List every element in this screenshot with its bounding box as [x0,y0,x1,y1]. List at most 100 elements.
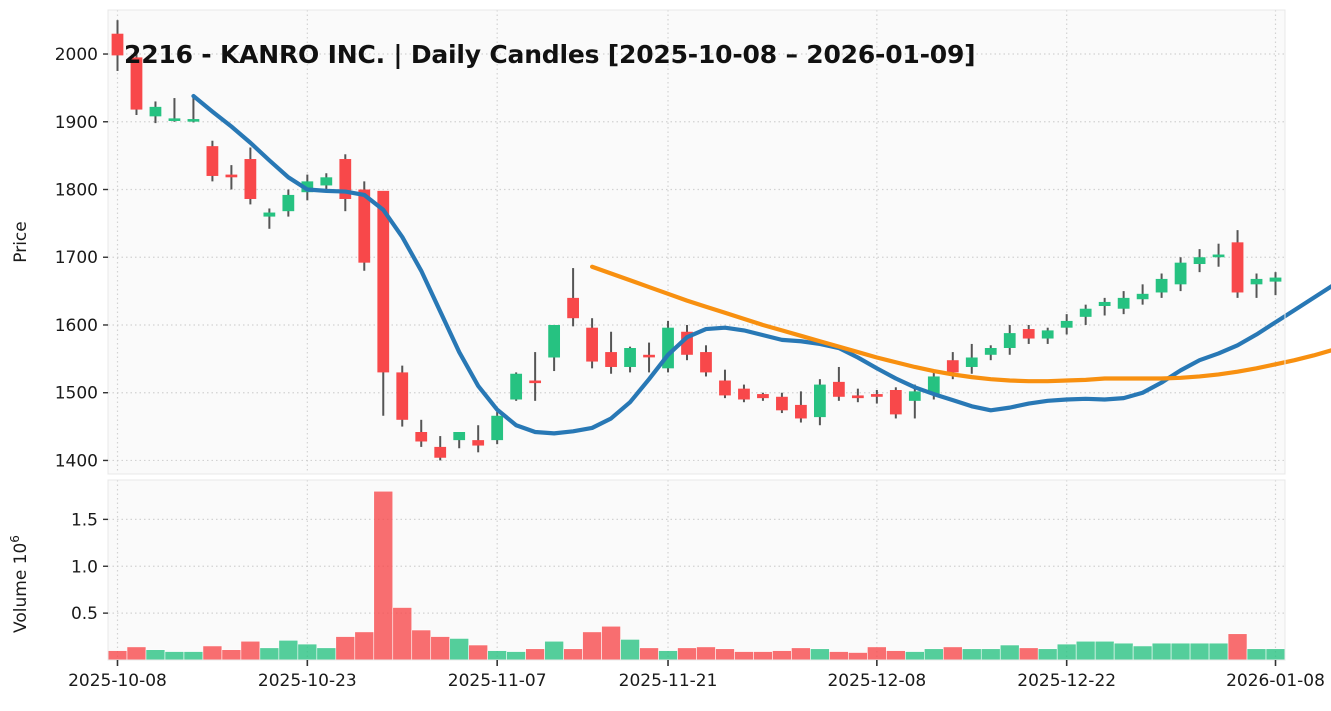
candle-body[interactable] [130,57,143,110]
candle-body[interactable] [719,380,731,396]
volume-bar[interactable] [999,644,1020,661]
volume-bar[interactable] [1151,642,1172,661]
volume-bar[interactable] [961,648,982,661]
volume-bar[interactable] [202,645,223,661]
volume-bar[interactable] [164,651,185,661]
candle-body[interactable] [301,181,314,193]
volume-bar[interactable] [601,625,621,661]
volume-bar[interactable] [335,636,356,661]
volume-bar[interactable] [259,647,280,661]
candle-body[interactable] [453,432,466,441]
candle-body[interactable] [662,327,674,369]
candle-body[interactable] [225,174,238,178]
volume-bar[interactable] [886,650,906,661]
volume-bar[interactable] [829,651,849,661]
candle-body[interactable] [965,357,978,367]
volume-bar[interactable] [1056,643,1077,661]
candle-body[interactable] [510,373,523,400]
candle-body[interactable] [320,177,333,186]
candle-body[interactable] [586,327,598,362]
candle-body[interactable] [1098,301,1111,307]
candle-body[interactable] [415,432,428,442]
candle-body[interactable] [1117,297,1130,309]
volume-bar[interactable] [525,648,545,661]
candle-body[interactable] [244,159,257,199]
volume-bar[interactable] [316,647,337,661]
candle-body[interactable] [396,372,409,420]
candle-body[interactable] [681,331,693,355]
candle-body[interactable] [1136,293,1149,300]
volume-bar[interactable] [924,648,944,661]
candle-body[interactable] [377,190,390,373]
candle-body[interactable] [908,391,921,401]
candle-body[interactable] [832,381,845,397]
volume-bar[interactable] [487,650,507,661]
volume-bar[interactable] [810,648,830,661]
candle-body[interactable] [187,119,200,122]
candle-body[interactable] [206,146,219,176]
volume-bar[interactable] [145,649,166,661]
candle-body[interactable] [168,118,181,121]
candle-body[interactable] [700,352,712,373]
candle-body[interactable] [1003,333,1016,349]
volume-bar[interactable] [1113,642,1134,661]
candle-body[interactable] [529,380,542,384]
volume-bar[interactable] [1208,642,1229,661]
candle-body[interactable] [472,440,485,446]
volume-bar[interactable] [1075,640,1096,661]
volume-bar[interactable] [848,652,868,661]
volume-bar[interactable] [1265,648,1286,661]
volume-bar[interactable] [468,644,488,661]
volume-bar[interactable] [107,650,128,661]
candle-body[interactable] [1193,257,1206,265]
candle-body[interactable] [851,395,864,399]
volume-bar[interactable] [942,646,963,661]
volume-bar[interactable] [639,647,659,661]
candle-body[interactable] [1269,277,1282,282]
volume-bar[interactable] [297,643,318,661]
candle-body[interactable] [282,194,295,212]
candle-body[interactable] [738,388,750,400]
candle-body[interactable] [339,159,352,199]
candle-body[interactable] [111,33,124,56]
volume-bar[interactable] [221,649,242,661]
candle-body[interactable] [984,348,997,355]
volume-bar[interactable] [753,651,773,661]
volume-bar[interactable] [506,651,526,661]
candle-body[interactable] [1174,262,1187,285]
volume-bar[interactable] [544,640,564,661]
candle-body[interactable] [1079,308,1092,317]
volume-bar[interactable] [411,629,432,661]
volume-bar[interactable] [278,640,299,661]
volume-bar[interactable] [1132,645,1153,661]
volume-bar[interactable] [430,636,451,661]
candle-body[interactable] [1022,329,1035,339]
volume-bar[interactable] [373,490,394,661]
volume-bar[interactable] [183,651,204,661]
candle-body[interactable] [1212,254,1225,258]
candle-body[interactable] [605,352,617,367]
volume-bar[interactable] [1246,648,1267,661]
candle-body[interactable] [434,446,447,458]
volume-bar[interactable] [905,651,925,661]
candle-body[interactable] [1155,278,1168,293]
candle-body[interactable] [263,212,276,217]
candle-body[interactable] [946,360,959,373]
volume-bar[interactable] [867,646,887,661]
candle-body[interactable] [889,390,902,415]
volume-bar[interactable] [582,631,602,661]
volume-bar[interactable] [354,631,375,661]
candle-body[interactable] [1060,320,1073,328]
candle-body[interactable] [776,396,788,411]
volume-bar[interactable] [715,648,735,661]
candle-body[interactable] [927,376,940,395]
candle-body[interactable] [870,394,883,397]
volume-bar[interactable] [791,647,811,661]
volume-bar[interactable] [1037,648,1058,661]
volume-bar[interactable] [658,650,678,661]
candle-body[interactable] [1231,242,1244,293]
volume-bar[interactable] [734,651,754,661]
volume-bar[interactable] [772,650,792,661]
volume-bar[interactable] [1189,642,1210,661]
volume-bar[interactable] [696,646,716,661]
